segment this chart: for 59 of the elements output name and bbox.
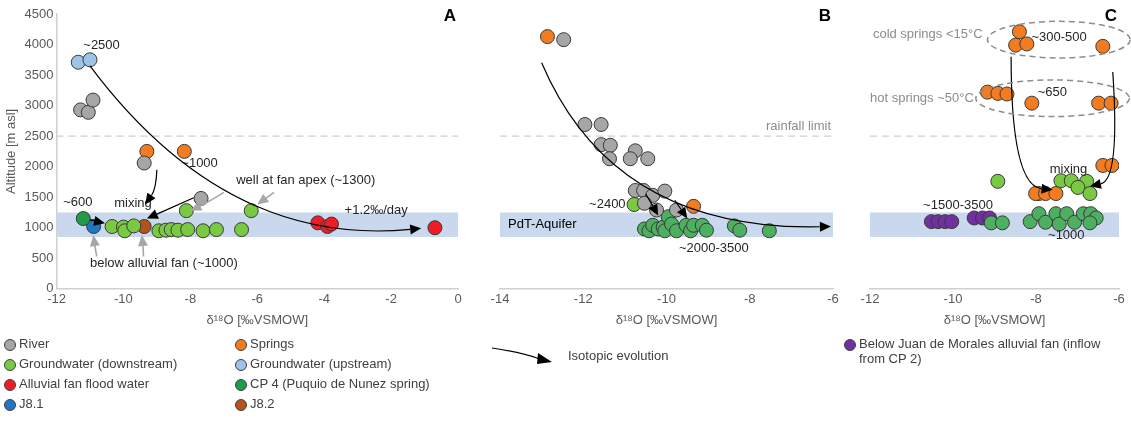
annotation: ~1000 bbox=[181, 155, 218, 171]
annotation: well at fan apex (~1300) bbox=[235, 171, 376, 187]
y-tick-label: 2500 bbox=[24, 127, 54, 143]
annotation: hot springs ~50°C bbox=[870, 90, 974, 106]
legend-label: Groundwater (upstream) bbox=[250, 356, 392, 371]
chart-title: A bbox=[443, 6, 456, 26]
x-tick-label: -14 bbox=[490, 291, 510, 307]
x-tick-label: -10 bbox=[114, 291, 133, 307]
annotation: below alluvial fan (~1000) bbox=[89, 255, 238, 271]
x-tick-label: -10 bbox=[943, 291, 963, 307]
x-tick-label: -2 bbox=[385, 291, 397, 307]
x-tick-label: -10 bbox=[657, 291, 676, 307]
legend-label: Alluvial fan flood water bbox=[19, 376, 150, 391]
annotation: ~600 bbox=[63, 194, 93, 210]
legend-label: Below Juan de Morales alluvial fan (inflow from CP 2) bbox=[859, 336, 1102, 366]
annotation: mixing bbox=[1049, 160, 1088, 176]
chart-title: C bbox=[1104, 6, 1117, 26]
annotation: ~2400 bbox=[589, 196, 626, 212]
x-tick-label: -6 bbox=[251, 291, 264, 307]
annotation: ~300-500 bbox=[1031, 28, 1087, 44]
annotation: ~650 bbox=[1037, 84, 1067, 100]
x-tick-label: -12 bbox=[860, 291, 880, 307]
x-axis-title: δ¹⁸O [‰VSMOW] bbox=[943, 311, 1046, 327]
band-label: PdT-Aquifer bbox=[508, 216, 578, 232]
annotation: ~2000-3500 bbox=[678, 240, 749, 256]
annotation: ~2500 bbox=[83, 37, 120, 53]
x-tick-label: -12 bbox=[573, 291, 593, 307]
annotation: ~1500-3500 bbox=[923, 197, 993, 213]
annotation: ~1000 bbox=[1048, 227, 1085, 243]
x-tick-label: -6 bbox=[827, 291, 839, 307]
y-tick-label: 2000 bbox=[24, 158, 54, 174]
annotation: cold springs <15°C bbox=[872, 25, 983, 41]
y-tick-label: 4500 bbox=[24, 5, 54, 21]
ref-line-label: rainfall limit bbox=[765, 118, 832, 134]
x-tick-label: -6 bbox=[1113, 291, 1125, 307]
y-tick-label: 1000 bbox=[24, 219, 54, 235]
legend-label: Groundwater (downstream) bbox=[19, 356, 178, 371]
x-tick-label: 0 bbox=[454, 291, 462, 307]
legend-label: J8.2 bbox=[250, 396, 275, 411]
legend-label: River bbox=[19, 336, 50, 351]
y-axis-title: Altitude [m asl] bbox=[3, 108, 19, 195]
y-tick-label: 4000 bbox=[24, 36, 54, 52]
x-tick-label: -4 bbox=[318, 291, 330, 307]
text: Isotopic evolution bbox=[568, 347, 669, 363]
x-tick-label: -8 bbox=[743, 291, 756, 307]
y-tick-label: 3500 bbox=[24, 66, 54, 82]
y-tick-label: 3000 bbox=[24, 97, 54, 113]
legend-label: J8.1 bbox=[19, 396, 44, 411]
y-tick-label: 1500 bbox=[24, 188, 54, 204]
legend-label: CP 4 (Puquio de Nunez spring) bbox=[250, 376, 430, 391]
y-tick-label: 500 bbox=[31, 249, 54, 265]
x-axis-title: δ¹⁸O [‰VSMOW] bbox=[615, 311, 718, 327]
x-tick-label: -8 bbox=[184, 291, 197, 307]
x-axis-title: δ¹⁸O [‰VSMOW] bbox=[206, 311, 309, 327]
chart-title: B bbox=[818, 6, 831, 26]
x-tick-label: -8 bbox=[1030, 291, 1042, 307]
legend-label: Springs bbox=[250, 336, 295, 351]
annotation: mixing bbox=[114, 195, 152, 211]
annotation: +1.2‰/day bbox=[344, 202, 409, 218]
